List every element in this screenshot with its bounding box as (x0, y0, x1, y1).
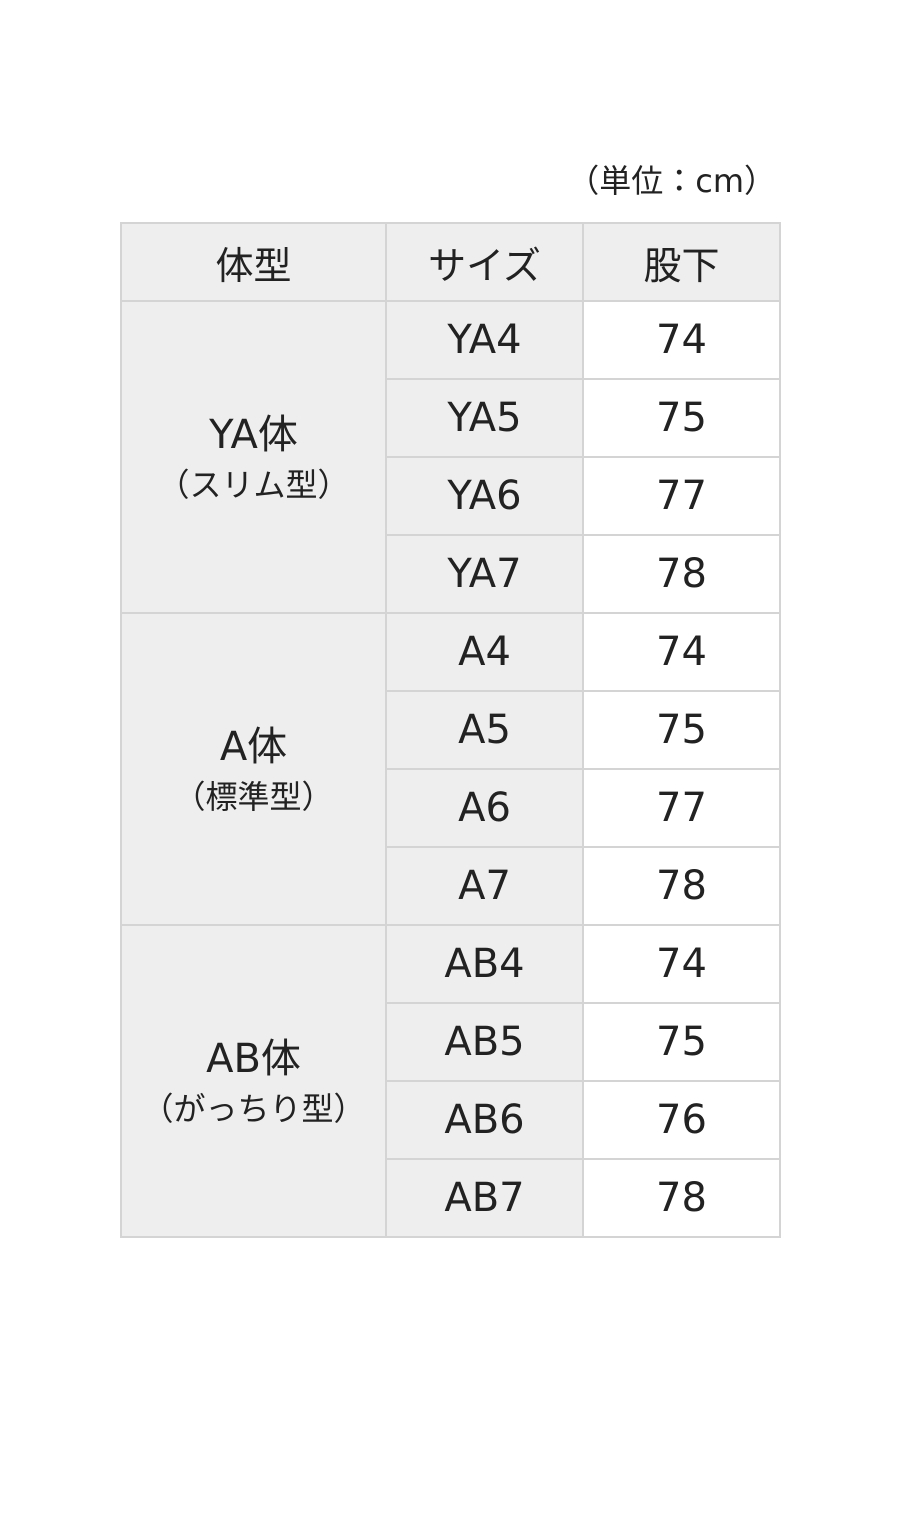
size-cell: A7 (385, 846, 584, 926)
inseam-cell: 77 (582, 456, 781, 536)
table-row: YA5 75 (121, 378, 781, 458)
table-row: A6 77 (121, 768, 781, 848)
table-row: A7 78 (121, 846, 781, 926)
size-cell: AB4 (385, 924, 584, 1004)
table-body: YA体 （スリム型） YA4 74 YA5 75 YA6 77 YA7 78 A体 （標準型） A4 74… (120, 300, 781, 1238)
inseam-cell: 75 (582, 690, 781, 770)
size-cell: YA6 (385, 456, 584, 536)
inseam-cell: 76 (582, 1080, 781, 1160)
header-cell: 体型 (120, 222, 387, 302)
unit-label: （単位：cm） (567, 162, 776, 200)
inseam-cell: 77 (582, 768, 781, 848)
table-row: YA体 （スリム型） YA4 74 (120, 300, 781, 614)
table-row: AB6 76 (121, 1080, 781, 1160)
group-cell: YA体 （スリム型） (120, 300, 387, 614)
table-row: A体 （標準型） A4 74 (120, 612, 781, 926)
size-cell: YA7 (385, 534, 584, 614)
table-row: YA7 78 (121, 534, 781, 614)
inseam-cell: 78 (582, 1158, 781, 1238)
table-row: AB体 （がっちり型） AB4 74 (120, 924, 781, 1238)
inseam-cell: 74 (582, 612, 781, 692)
size-table: 体型 サイズ 股下 YA体 （スリム型） YA4 74 YA5 75 YA6 77 YA7 78 A… (120, 222, 781, 1238)
size-cell: AB7 (385, 1158, 584, 1238)
inseam-cell: 75 (582, 1002, 781, 1082)
group-note: （標準型） (173, 777, 334, 816)
inseam-cell: 78 (582, 534, 781, 614)
table-row: AB7 78 (121, 1158, 781, 1238)
size-cell: A6 (385, 768, 584, 848)
group-cell: A体 （標準型） (120, 612, 387, 926)
group-name: YA体 (209, 411, 298, 458)
size-cell: A4 (385, 612, 584, 692)
table-row: A5 75 (121, 690, 781, 770)
table-row: AB5 75 (121, 1002, 781, 1082)
header-cell: サイズ (385, 222, 584, 302)
group-note: （スリム型） (157, 465, 350, 504)
inseam-cell: 74 (582, 300, 781, 380)
size-cell: YA5 (385, 378, 584, 458)
group-name: AB体 (206, 1035, 301, 1082)
size-cell: AB5 (385, 1002, 584, 1082)
group-name: A体 (219, 723, 288, 770)
header-cell: 股下 (582, 222, 781, 302)
inseam-cell: 74 (582, 924, 781, 1004)
group-note: （がっちり型） (141, 1089, 366, 1128)
inseam-cell: 78 (582, 846, 781, 926)
group-cell: AB体 （がっちり型） (120, 924, 387, 1238)
header-row: 体型 サイズ 股下 (120, 222, 781, 302)
size-cell: AB6 (385, 1080, 584, 1160)
size-cell: YA4 (385, 300, 584, 380)
inseam-cell: 75 (582, 378, 781, 458)
size-cell: A5 (385, 690, 584, 770)
table-row: YA6 77 (121, 456, 781, 536)
